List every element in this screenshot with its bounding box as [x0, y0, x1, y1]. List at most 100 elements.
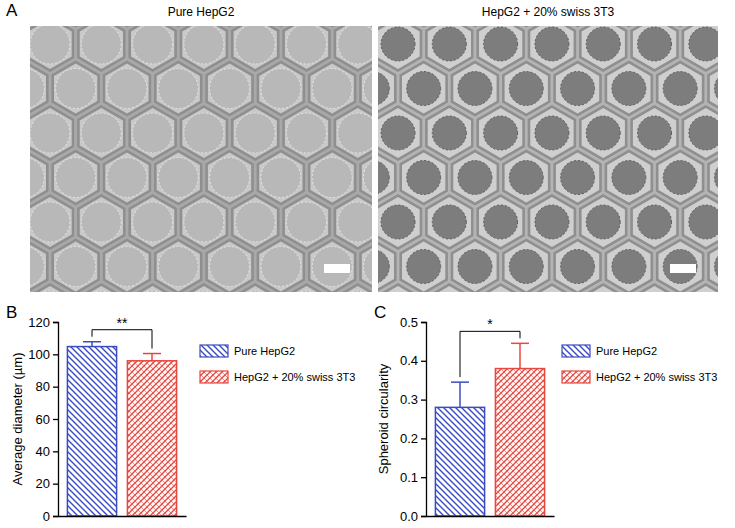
spheroid [210, 158, 250, 198]
spheroid [509, 250, 543, 284]
well [451, 239, 500, 293]
tick-label: 0 [43, 509, 50, 524]
spheroid [458, 250, 492, 284]
well [231, 105, 280, 161]
spheroid [261, 69, 301, 109]
well [308, 150, 357, 206]
well [257, 150, 306, 206]
well [502, 239, 551, 293]
figure: ABCPure HepG2HepG2 + 20% swiss 3T3020406… [0, 0, 735, 528]
well-floor [556, 153, 599, 203]
well [378, 283, 422, 292]
well [282, 194, 331, 250]
tick-label: 100 [28, 347, 50, 362]
spheroid [158, 158, 198, 198]
tick: 0 [43, 509, 58, 524]
spheroid [235, 291, 275, 292]
spheroid [30, 202, 70, 242]
micrograph [378, 26, 718, 292]
well [528, 26, 577, 72]
spheroid [432, 205, 466, 239]
tick: 0.2 [400, 431, 426, 446]
well-floor [182, 197, 225, 247]
spheroid [612, 250, 646, 284]
spheroid [363, 158, 372, 198]
well [528, 194, 577, 250]
tick: 0.3 [400, 392, 426, 407]
well-floor [582, 197, 625, 247]
well [707, 239, 718, 293]
well [399, 61, 448, 117]
well-floor [710, 64, 718, 114]
spheroid [312, 158, 352, 198]
spheroid [378, 161, 389, 195]
well-floor [684, 286, 718, 292]
well [334, 105, 372, 161]
well-floor [30, 108, 72, 158]
spheroid [235, 113, 275, 153]
well-floor [30, 286, 72, 292]
well [682, 194, 718, 250]
well-floor [479, 286, 522, 292]
significance-label: * [487, 316, 493, 332]
spheroid [158, 69, 198, 109]
well-floor [54, 242, 97, 292]
spheroid [561, 72, 595, 106]
well [30, 26, 74, 72]
error-cap [143, 353, 161, 355]
tick: 80 [36, 379, 58, 394]
spheroid [235, 26, 275, 64]
well-floor [659, 242, 702, 292]
error-stem [151, 354, 153, 361]
well-floor [131, 26, 174, 69]
well-floor [684, 197, 718, 247]
well-floor [453, 242, 496, 292]
well-floor [378, 64, 394, 114]
tick: 0.0 [400, 509, 426, 524]
spheroid [30, 113, 70, 153]
well-floor [336, 108, 372, 158]
spheroid [338, 26, 372, 64]
well [378, 194, 422, 250]
well-floor [556, 64, 599, 114]
spheroid [561, 161, 595, 195]
bar-chart: 020406080100120Average diameter (µm)**Pu… [10, 315, 355, 524]
tick: 120 [28, 315, 58, 330]
tick-label: 60 [36, 412, 50, 427]
spheroid [535, 205, 569, 239]
spheroid [484, 205, 518, 239]
well [476, 283, 525, 292]
spheroid [535, 116, 569, 150]
spheroid [638, 27, 672, 61]
spheroid [363, 247, 372, 287]
well [579, 283, 628, 292]
well-floor [505, 64, 548, 114]
well [154, 239, 203, 293]
well-floor [428, 26, 471, 69]
well-floor [378, 242, 394, 292]
scale-bar [670, 264, 696, 273]
tick-mark [421, 399, 426, 400]
well-floor [710, 153, 718, 203]
well [425, 194, 473, 250]
spheroid [509, 72, 543, 106]
spheroid [81, 26, 121, 64]
well-floor [30, 197, 72, 247]
well-floor [131, 197, 174, 247]
well-floor [402, 242, 445, 292]
spheroid [56, 247, 96, 287]
y-axis-title: Spheroid circularity [376, 363, 391, 474]
spheroid [81, 202, 121, 242]
well-floor [479, 26, 522, 69]
well [656, 150, 705, 206]
well [103, 239, 152, 293]
tick: 0.5 [400, 315, 426, 330]
well-floor [607, 153, 650, 203]
spheroid [432, 27, 466, 61]
spheroid [458, 161, 492, 195]
well-floor [633, 286, 676, 292]
well-floor [285, 108, 328, 158]
well-floor [208, 153, 251, 203]
well [605, 150, 654, 206]
spheroid [586, 205, 620, 239]
